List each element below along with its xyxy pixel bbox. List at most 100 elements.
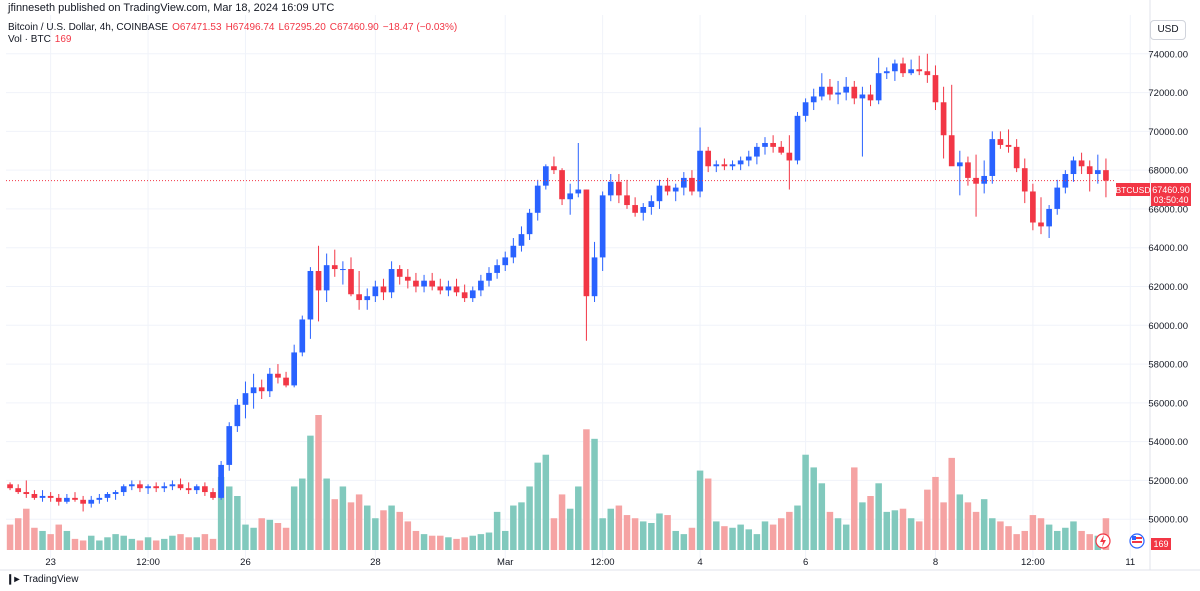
candle-body [64,497,70,502]
candle-body [291,352,298,386]
volume-bar [786,511,793,550]
volume-bar [615,505,623,550]
candle [786,135,793,190]
candle-body [469,290,476,299]
candle-body [404,276,411,281]
volume-bar [859,502,866,550]
candle [916,55,923,76]
lightning-icon[interactable] [1095,533,1111,549]
candle-body [680,177,687,188]
candle-body [193,486,200,491]
volume-bar [713,521,720,550]
candle [169,480,176,491]
candle-body [234,404,241,427]
candle-body [88,499,95,504]
candle [1103,158,1109,198]
volume-bar [1045,524,1053,550]
volume-bar [331,499,339,550]
candle-body [835,92,841,95]
candle [340,261,346,285]
candle [15,484,22,495]
candle-body [559,170,565,200]
candle [421,274,427,293]
candle [1062,170,1069,194]
candle [1094,154,1101,184]
candle [697,127,703,198]
volume-bar [704,478,712,550]
volume-bar [664,515,671,550]
volume-bar [372,518,379,550]
candle [810,88,817,111]
currency-button[interactable]: USD [1150,20,1186,40]
candle [80,495,86,512]
price-tick-label: 72000.00 [1148,88,1188,99]
time-tick-label: 6 [803,557,808,568]
candle-body [31,494,38,498]
volume-bar [851,467,858,550]
volume-bar [290,486,298,550]
volume-bar [501,530,509,550]
candle-body [1070,160,1077,175]
volume-bar [648,523,655,550]
candle [104,492,111,502]
candle [1021,158,1028,204]
candle [664,177,671,196]
candle-body [1030,191,1036,223]
candle [445,280,452,297]
candle-body [242,393,249,405]
candle [705,146,712,173]
candle-body [486,272,492,281]
candle [1030,183,1036,231]
candle [680,172,687,196]
candle [551,156,557,175]
last-price-value: 67460.90 [1152,185,1190,195]
volume-bar [339,486,347,550]
candle [210,488,216,500]
candle [429,272,436,291]
candle-body [997,139,1004,145]
candle-body [656,185,663,202]
publisher-credit: jfinneseth published on TradingView.com,… [8,2,335,14]
footer-brand[interactable]: ❙▸ TradingView [6,574,78,585]
volume-bar [266,519,274,550]
volume-bar [566,508,574,550]
price-axis[interactable]: 50000.00 52000.00 54000.00 56000.00 58000.00… [1148,49,1188,525]
candle [469,286,476,303]
candle [88,495,95,508]
volume-bar [721,526,728,550]
volume-bar [14,518,22,550]
volume-legend-label[interactable]: Vol · BTC [8,34,51,45]
candle-body [510,245,517,258]
candle-body [153,486,160,489]
candle [372,280,379,303]
time-tick-label: 12:00 [591,557,615,568]
volume-bar [250,527,257,550]
candle-body [421,280,427,287]
volume-bar [112,534,119,550]
us-flag-icon[interactable] [1129,533,1145,549]
candle-body [299,319,306,353]
candle [997,131,1004,149]
volume-bar [355,494,363,550]
candle [323,253,330,303]
candle [965,156,971,186]
candle-body [551,166,557,171]
candle [299,315,306,357]
candle-body [502,257,509,266]
candle-body [843,86,850,93]
symbol-title[interactable]: Bitcoin / U.S. Dollar, 4h, COINBASE [8,22,169,33]
volume-bar [1013,534,1020,550]
candle [1038,197,1044,235]
candle-body [445,286,452,291]
volume-bar [128,538,136,550]
volume-bar [87,535,95,550]
volume-bar [753,534,761,550]
volume-bar [810,467,817,550]
candle [7,482,13,491]
volume-bar [274,523,282,550]
candle [973,154,979,217]
candle [583,189,590,341]
volume-bar [826,511,834,550]
